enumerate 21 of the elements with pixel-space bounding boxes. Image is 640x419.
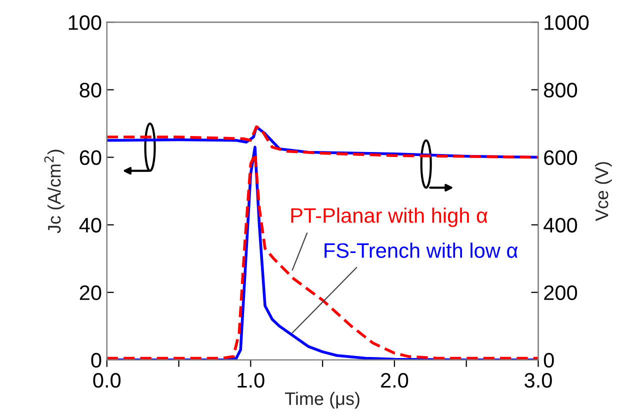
annotation: PT-Planar with high α (291, 208, 488, 228)
y-tick-label: 60 (80, 150, 102, 166)
y-tick-label: 40 (79, 218, 102, 233)
annotation: FS-Trench with low α (324, 242, 518, 258)
y2-tick-label: 600 (544, 150, 578, 166)
y-tick-label: 80 (80, 82, 102, 98)
y2-tick-label: 0 (544, 352, 554, 368)
y-tick-label: 0 (91, 352, 102, 368)
x-tick-label: 2.0 (381, 372, 408, 388)
y2-tick-label: 800 (544, 82, 578, 98)
y2-tick-label: 400 (544, 218, 578, 233)
x-axis-title: Time (μs) (285, 392, 360, 409)
y-axis-title: Jc (A/cm$^{2}$) (44, 150, 64, 234)
x-tick-label: 0.0 (93, 372, 121, 388)
y2-axis-title: Vce (V) (595, 162, 612, 222)
y2-tick-label: 200 (544, 285, 578, 300)
y-tick-label: 100 (68, 15, 102, 30)
x-tick-label: 1.0 (238, 372, 264, 388)
y2-tick-label: 1000 (544, 15, 589, 30)
x-tick-label: 3.0 (524, 372, 552, 388)
y-tick-label: 20 (80, 285, 102, 300)
